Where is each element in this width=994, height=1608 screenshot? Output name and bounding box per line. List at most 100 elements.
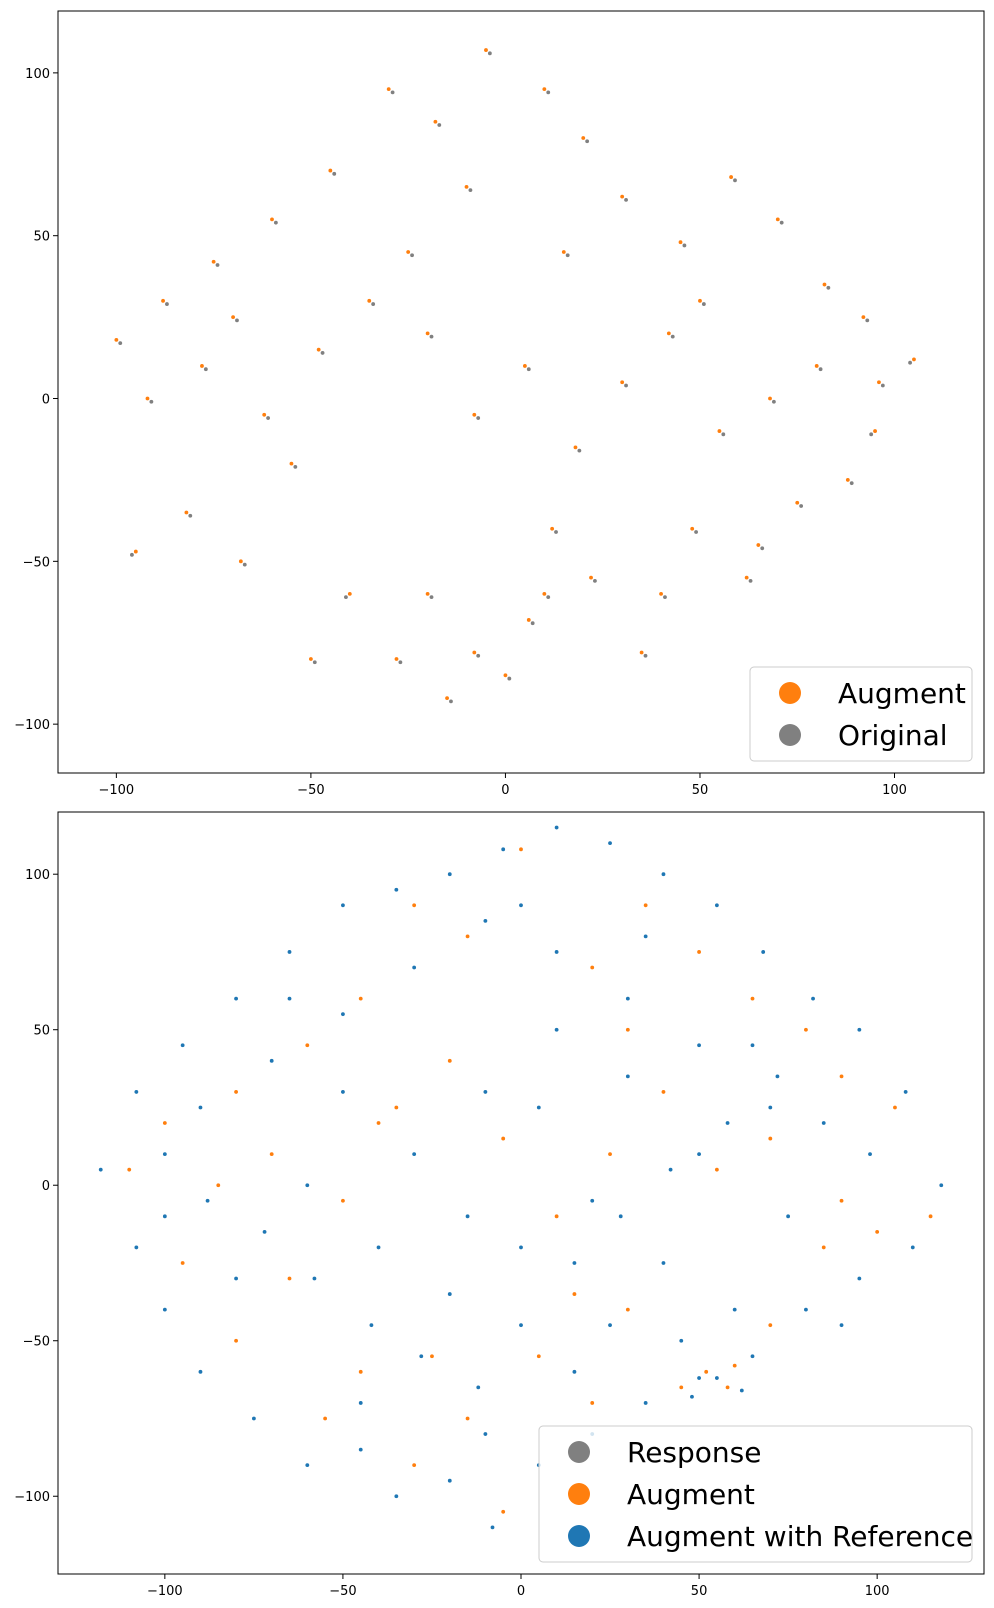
point-original: [593, 578, 597, 583]
point-augment-with-reference: [750, 1043, 755, 1048]
point-augment: [912, 357, 916, 362]
point-augment-with-reference: [483, 1090, 488, 1094]
point-augment-with-reference: [697, 1152, 701, 1157]
point-augment: [386, 87, 391, 92]
point-augment: [328, 168, 333, 173]
point-augment-with-reference: [419, 1354, 424, 1359]
point-augment-with-reference: [868, 1152, 872, 1157]
point-augment: [704, 1369, 709, 1374]
point-original: [643, 653, 648, 658]
point-augment-with-reference: [554, 825, 559, 830]
x-tick-label: 0: [517, 1584, 525, 1599]
point-augment-with-reference: [162, 1307, 167, 1312]
point-augment: [305, 1043, 310, 1048]
point-original: [694, 530, 698, 534]
point-augment: [590, 965, 595, 970]
point-augment: [269, 1152, 274, 1157]
point-augment: [839, 1198, 844, 1203]
point-augment-with-reference: [134, 1090, 139, 1094]
point-augment-with-reference: [412, 1152, 417, 1157]
point-augment-with-reference: [490, 1525, 495, 1530]
point-original: [849, 481, 854, 486]
point-augment: [768, 396, 772, 401]
point-augment-with-reference: [358, 1401, 363, 1405]
point-original: [235, 318, 239, 323]
point-augment: [238, 559, 243, 564]
point-augment: [394, 657, 399, 661]
point-augment: [425, 331, 430, 336]
point-augment: [822, 282, 827, 287]
point-original: [312, 660, 317, 665]
point-augment: [554, 1214, 559, 1219]
point-augment: [581, 136, 586, 140]
point-augment: [732, 1363, 737, 1368]
point-augment: [750, 996, 755, 1001]
point-original: [670, 334, 675, 339]
point-augment-with-reference: [572, 1261, 577, 1265]
point-augment: [679, 1385, 684, 1390]
point-augment: [465, 1416, 470, 1421]
point-original: [869, 432, 874, 437]
point-augment: [367, 298, 372, 303]
point-augment-with-reference: [98, 1167, 103, 1172]
point-augment: [323, 1416, 328, 1421]
point-augment: [795, 500, 800, 505]
point-augment: [200, 364, 204, 368]
point-augment-with-reference: [262, 1229, 267, 1234]
point-augment: [211, 259, 216, 264]
point-original: [779, 220, 784, 225]
point-augment: [501, 1136, 506, 1141]
point-augment-with-reference: [447, 1478, 452, 1483]
legend-label-response: Response: [627, 1436, 761, 1469]
point-augment-with-reference: [608, 841, 612, 846]
point-augment-with-reference: [162, 1214, 167, 1219]
x-tick-label: 50: [691, 1584, 708, 1599]
point-augment: [316, 347, 321, 352]
point-augment-with-reference: [376, 1245, 381, 1250]
point-augment: [358, 1369, 363, 1374]
y-tick-label: 0: [42, 1179, 50, 1194]
point-augment: [697, 950, 701, 954]
point-original: [624, 383, 628, 388]
point-augment-with-reference: [661, 872, 666, 877]
point-augment: [484, 48, 488, 52]
point-original: [526, 367, 531, 372]
point-original: [437, 123, 442, 127]
x-tick-label: 100: [865, 1584, 890, 1599]
point-original: [682, 243, 687, 248]
point-original: [546, 595, 551, 600]
point-original: [332, 171, 337, 176]
point-augment-with-reference: [750, 1354, 755, 1359]
point-augment-with-reference: [714, 903, 719, 908]
point-augment: [775, 217, 780, 222]
point-augment-with-reference: [903, 1090, 908, 1094]
point-augment-with-reference: [287, 950, 292, 954]
point-augment: [589, 575, 593, 580]
point-augment: [447, 1058, 452, 1063]
point-augment: [725, 1385, 730, 1390]
point-augment-with-reference: [536, 1105, 541, 1110]
point-augment: [639, 650, 644, 655]
point-augment-with-reference: [205, 1198, 210, 1203]
x-tick-label: −100: [147, 1584, 183, 1599]
point-augment-with-reference: [839, 1323, 844, 1328]
point-augment: [412, 903, 417, 908]
point-augment: [341, 1198, 345, 1203]
y-tick-label: −50: [23, 555, 50, 570]
point-original: [320, 351, 325, 355]
point-augment-with-reference: [483, 1432, 488, 1436]
point-augment: [845, 478, 850, 482]
point-augment: [412, 1463, 417, 1468]
point-original: [390, 90, 395, 95]
point-original: [565, 253, 570, 258]
point-augment: [714, 1167, 719, 1172]
point-augment: [231, 315, 235, 320]
point-augment: [814, 364, 819, 368]
point-augment: [573, 445, 578, 450]
point-augment-with-reference: [697, 1376, 701, 1380]
point-augment: [501, 1509, 506, 1514]
point-augment-with-reference: [739, 1388, 744, 1393]
point-augment-with-reference: [661, 1261, 666, 1265]
point-original: [733, 178, 737, 183]
